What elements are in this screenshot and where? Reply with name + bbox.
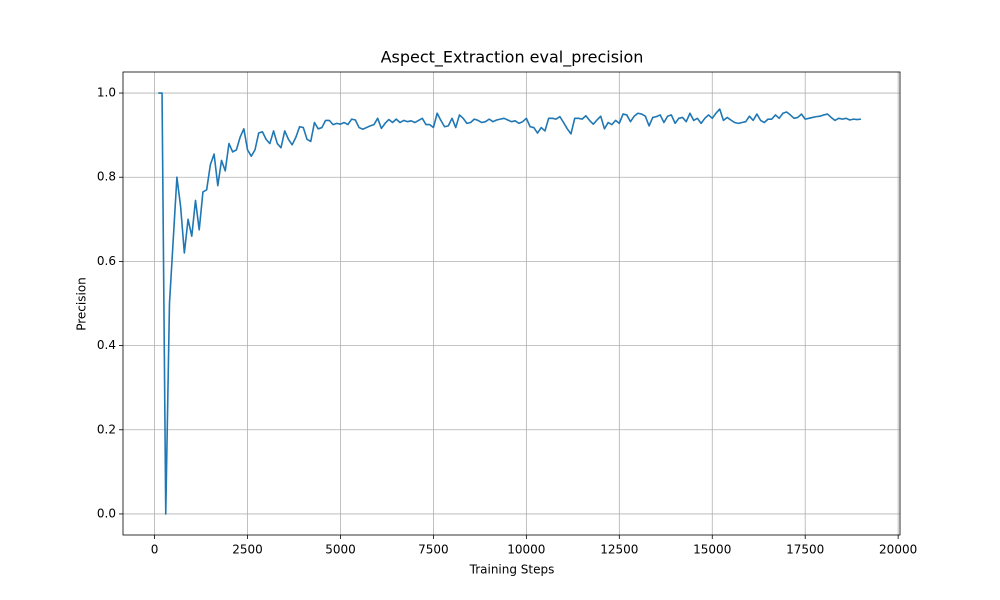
x-tick-label: 15000 [693, 543, 731, 557]
x-tick-label: 5000 [325, 543, 356, 557]
x-tick-label: 12500 [600, 543, 638, 557]
y-tick-label: 0.4 [97, 338, 116, 352]
line [158, 92, 862, 515]
x-tick-label: 7500 [418, 543, 449, 557]
x-tick-label: 0 [151, 543, 159, 557]
y-tick-label: 0.0 [97, 506, 116, 520]
x-tick-label: 20000 [879, 543, 917, 557]
x-tick-label: 17500 [786, 543, 824, 557]
y-tick-label: 0.6 [97, 254, 116, 268]
chart-title: Aspect_Extraction eval_precision [381, 48, 644, 68]
x-tick-label: 10000 [507, 543, 545, 557]
y-axis-label: Precision [75, 277, 89, 331]
y-tick-label: 0.2 [97, 422, 116, 436]
x-axis-label: Training Steps [469, 563, 555, 577]
x-tick-label: 2500 [232, 543, 263, 557]
y-tick-label: 0.8 [97, 170, 116, 184]
plot-frame [122, 71, 901, 536]
y-tick-label: 1.0 [97, 86, 116, 100]
